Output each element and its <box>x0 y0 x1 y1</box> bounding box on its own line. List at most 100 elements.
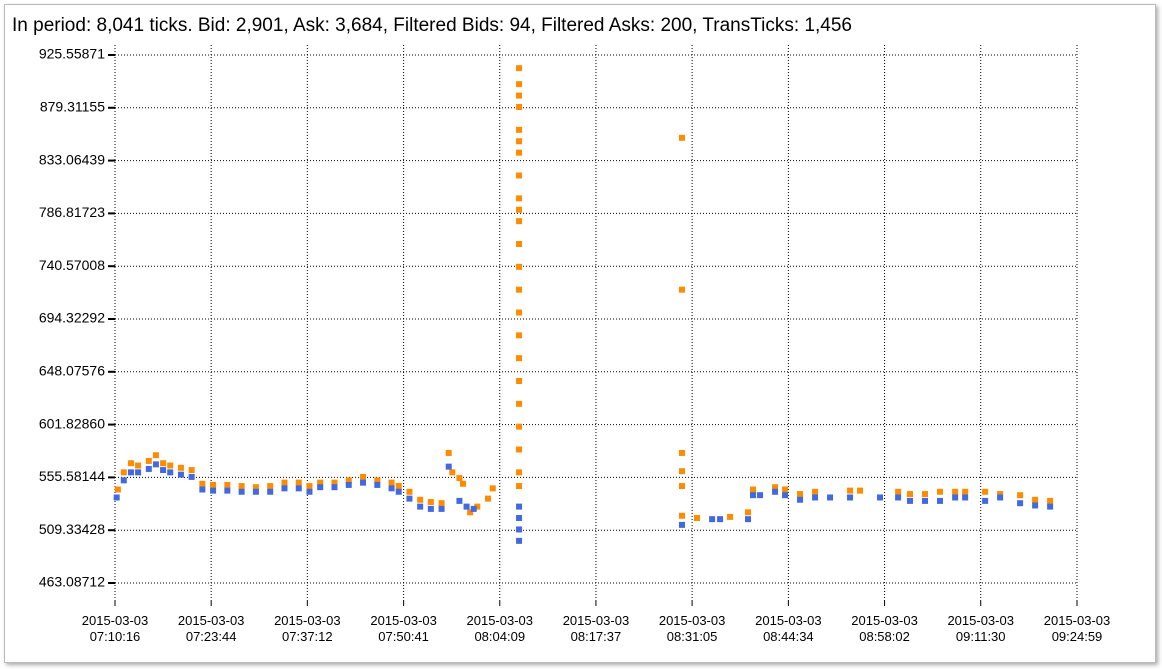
tick-point <box>152 461 159 468</box>
tick-point <box>127 469 134 476</box>
tick-point <box>895 488 902 495</box>
tick-point <box>772 488 779 495</box>
y-tick-label: 833.06439 <box>39 151 105 167</box>
tick-point <box>238 483 245 490</box>
tick-point <box>678 468 685 475</box>
tick-point <box>360 473 367 480</box>
tick-point <box>438 500 445 507</box>
tick-point <box>224 487 231 494</box>
tick-point <box>252 488 259 495</box>
tick-point <box>281 479 288 486</box>
tick-point <box>516 309 523 316</box>
x-tick-label: 2015-03-03 08:31:05 <box>658 613 726 644</box>
tick-point <box>693 515 700 522</box>
tick-point <box>516 149 523 156</box>
tick-point <box>188 467 195 474</box>
tick-point <box>177 464 184 471</box>
tick-point <box>331 484 338 491</box>
tick-point <box>374 481 381 488</box>
tick-point <box>406 488 413 495</box>
tick-point <box>177 471 184 478</box>
tick-point <box>388 485 395 492</box>
tick-point <box>982 488 989 495</box>
tick-point <box>1047 503 1054 510</box>
tick-point <box>678 521 685 528</box>
tick-point <box>445 449 452 456</box>
tick-point <box>167 469 174 476</box>
tick-point <box>516 126 523 133</box>
tick-point <box>797 496 804 503</box>
x-tick-label: 2015-03-03 08:17:37 <box>562 613 630 644</box>
tick-point <box>847 487 854 494</box>
tick-point <box>114 486 121 493</box>
tick-point <box>306 483 313 490</box>
y-tick-label: 925.55871 <box>39 46 105 62</box>
tick-point <box>438 505 445 512</box>
tick-point <box>678 134 685 141</box>
tick-point <box>516 446 523 453</box>
tick-point <box>188 473 195 480</box>
tick-point <box>238 488 245 495</box>
tick-point <box>516 526 523 533</box>
tick-point <box>516 469 523 476</box>
tick-point <box>516 138 523 145</box>
tick-point <box>160 467 167 474</box>
tick-point <box>516 103 523 110</box>
x-tick-label: 2015-03-03 08:58:02 <box>851 613 918 644</box>
tick-point <box>167 462 174 469</box>
x-tick-label: 2015-03-03 09:11:30 <box>947 613 1014 644</box>
tick-point <box>812 494 819 501</box>
tick-point <box>516 503 523 510</box>
tick-point <box>937 488 944 495</box>
tick-point <box>252 484 259 491</box>
tick-point <box>782 486 789 493</box>
tick-point <box>757 492 764 499</box>
tick-point <box>345 477 352 484</box>
tick-point <box>224 481 231 488</box>
y-tick-label: 555.58144 <box>39 468 105 484</box>
x-tick-label: 2015-03-03 08:44:34 <box>755 613 822 644</box>
x-tick-label: 2015-03-03 07:10:16 <box>81 613 149 644</box>
tick-point <box>374 477 381 484</box>
tick-point <box>360 479 367 486</box>
tick-point <box>135 462 142 469</box>
tick-point <box>678 512 685 519</box>
x-tick-label: 2015-03-03 08:04:09 <box>466 613 534 644</box>
tick-point <box>516 206 523 213</box>
tick-point <box>709 516 716 523</box>
tick-point <box>997 494 1004 501</box>
tick-point <box>997 491 1004 498</box>
tick-point <box>388 479 395 486</box>
tick-point <box>516 263 523 270</box>
tick-point <box>120 477 127 484</box>
tick-point <box>727 513 734 520</box>
tick-point <box>516 423 523 430</box>
tick-point <box>317 484 324 491</box>
tick-point <box>895 494 902 501</box>
tick-point <box>745 516 752 523</box>
tick-point <box>120 469 127 476</box>
x-tick-label: 2015-03-03 07:37:12 <box>274 613 341 644</box>
tick-point <box>470 505 477 512</box>
tick-point <box>406 495 413 502</box>
tick-point <box>199 480 206 487</box>
y-tick-label: 786.81723 <box>39 204 105 220</box>
tick-point <box>516 218 523 225</box>
tick-point <box>982 497 989 504</box>
tick-point <box>427 505 434 512</box>
x-tick-label: 2015-03-03 09:24:59 <box>1043 613 1111 644</box>
tick-point <box>210 481 217 488</box>
tick-point <box>516 400 523 407</box>
tick-point <box>145 465 152 472</box>
tick-point <box>210 487 217 494</box>
tick-point <box>745 509 752 516</box>
tick-point <box>877 494 884 501</box>
tick-point <box>281 485 288 492</box>
y-tick-label: 740.57008 <box>39 257 105 273</box>
tick-point <box>516 65 523 72</box>
tick-point <box>750 486 757 493</box>
tick-point <box>295 479 302 486</box>
tick-point <box>922 491 929 498</box>
tick-point <box>750 492 757 499</box>
